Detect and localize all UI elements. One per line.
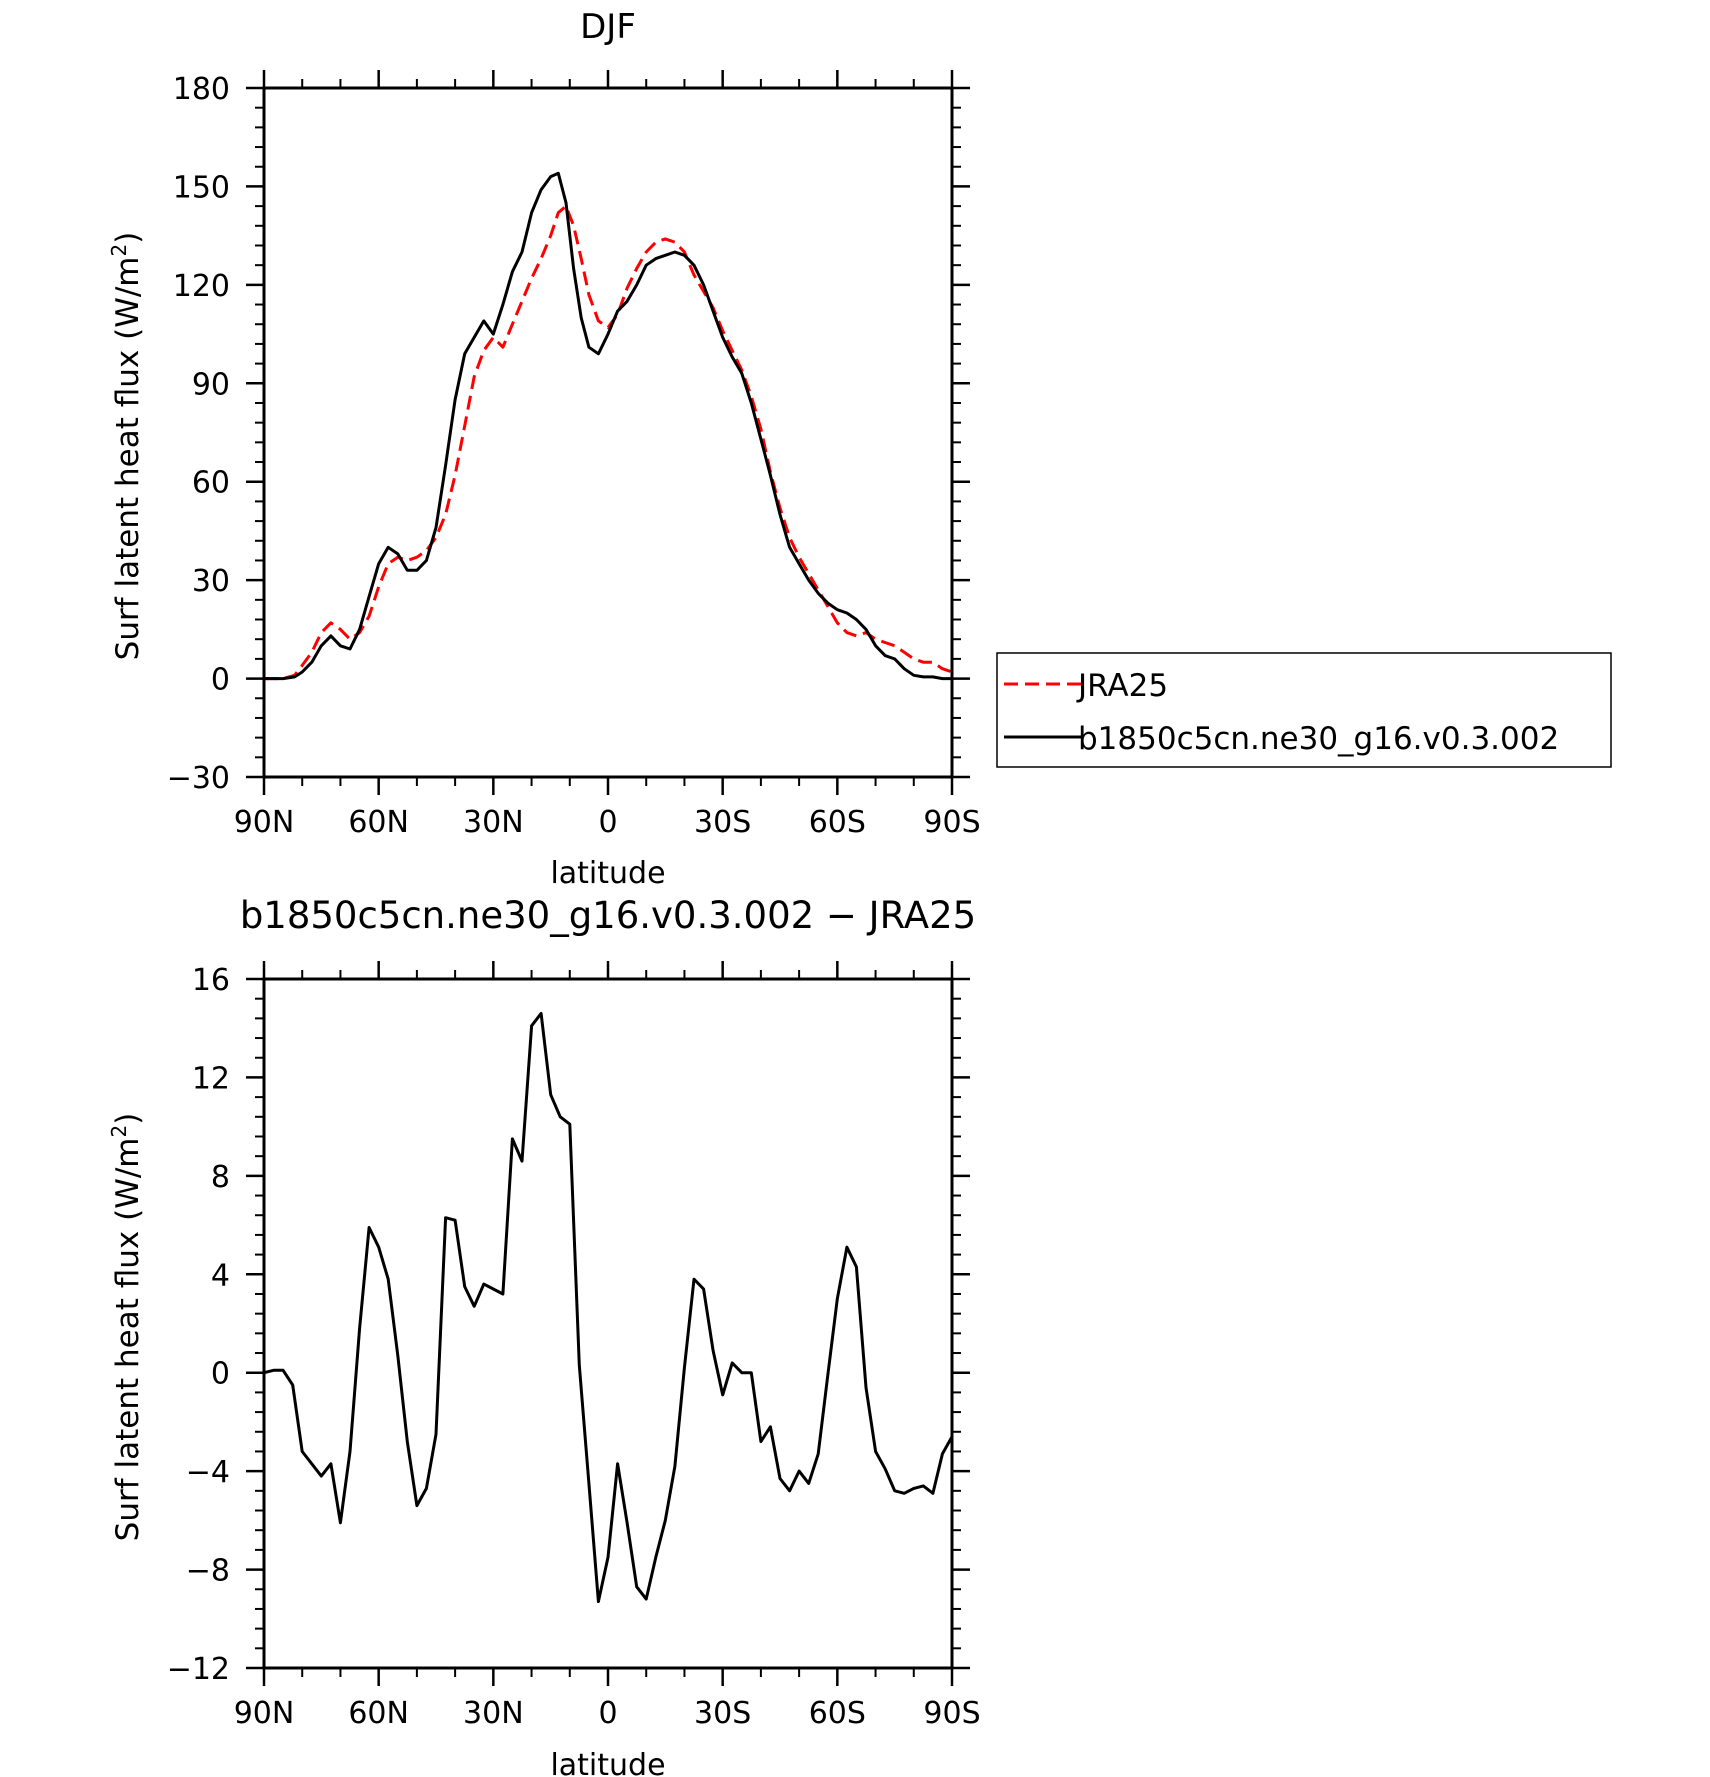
x-tick-label: 30S [694, 805, 751, 840]
y-axis-label-text: Surf latent heat flux (W/m [110, 257, 146, 661]
x-axis-label: latitude [550, 1748, 665, 1777]
y-tick-label: −12 [167, 1652, 230, 1687]
djf-line-chart: DJF Surf latent heat flux (W/m2) latitud… [107, 7, 981, 891]
chart-title: DJF [580, 7, 636, 47]
y-tick-label: −8 [186, 1554, 230, 1589]
legend-label-jra25: JRA25 [1076, 668, 1168, 704]
x-tick-label: 0 [598, 805, 617, 840]
legend-label-model: b1850c5cn.ne30_g16.v0.3.002 [1078, 721, 1559, 757]
x-axis-label: latitude [550, 856, 665, 891]
series-line-b1850c5cn-ne30-g16-v0-3-002 [264, 171, 952, 681]
tick-marks [246, 70, 970, 795]
plot-frame [262, 86, 954, 779]
y-tick-label: 30 [192, 564, 230, 599]
y-axis-label: Surf latent heat flux (W/m2) [107, 232, 146, 661]
x-tick-label: 30N [463, 805, 524, 840]
y-axis-label-close: ) [110, 1113, 146, 1125]
y-tick-label: 12 [192, 1061, 230, 1096]
tick-labels: 90N 60N 30N 0 30S 60S 90S −12 −8 −4 0 4 8 12 16 [167, 963, 981, 1731]
x-tick-label: 60S [809, 805, 866, 840]
difference-line-chart: b1850c5cn.ne30_g16.v0.3.002 − JRA25 Surf… [107, 894, 981, 1777]
series-line-jra25 [264, 204, 953, 681]
x-tick-label: 90N [234, 1696, 295, 1731]
x-tick-label: 90N [234, 805, 295, 840]
y-tick-label: 90 [192, 367, 230, 402]
x-tick-label: 60N [348, 1696, 409, 1731]
legend: JRA25 b1850c5cn.ne30_g16.v0.3.002 [996, 652, 1612, 768]
y-axis-label: Surf latent heat flux (W/m2) [107, 1113, 146, 1542]
x-tick-label: 90S [923, 805, 980, 840]
series-lines [264, 171, 953, 681]
y-axis-label-superscript: 2 [107, 1125, 131, 1138]
y-tick-label: −4 [186, 1455, 230, 1490]
y-tick-label: 180 [173, 72, 230, 107]
y-tick-label: 8 [211, 1160, 230, 1195]
series-lines [263, 1011, 954, 1604]
y-tick-label: 4 [211, 1258, 230, 1293]
x-tick-label: 30N [463, 1696, 524, 1731]
y-axis-label-close: ) [110, 232, 146, 244]
y-axis-label-superscript: 2 [107, 244, 131, 257]
x-tick-label: 60N [348, 805, 409, 840]
legend-box [996, 652, 1612, 768]
y-tick-label: 0 [211, 1357, 230, 1392]
y-tick-label: 16 [192, 963, 230, 998]
plot-frame [262, 977, 954, 1670]
x-tick-label: 0 [598, 1696, 617, 1731]
y-axis-label-text: Surf latent heat flux (W/m [110, 1138, 146, 1542]
y-tick-label: −30 [167, 761, 230, 796]
tick-labels: 90N 60N 30N 0 30S 60S 90S −30 0 30 60 90 120 150 180 [167, 72, 981, 840]
series-line-difference [263, 1011, 954, 1604]
y-tick-label: 120 [173, 269, 230, 304]
y-tick-label: 60 [192, 466, 230, 501]
x-tick-label: 90S [923, 1696, 980, 1731]
y-tick-label: 0 [211, 663, 230, 698]
chart-title: b1850c5cn.ne30_g16.v0.3.002 − JRA25 [240, 894, 976, 937]
y-tick-label: 150 [173, 170, 230, 205]
x-tick-label: 60S [809, 1696, 866, 1731]
x-tick-label: 30S [694, 1696, 751, 1731]
